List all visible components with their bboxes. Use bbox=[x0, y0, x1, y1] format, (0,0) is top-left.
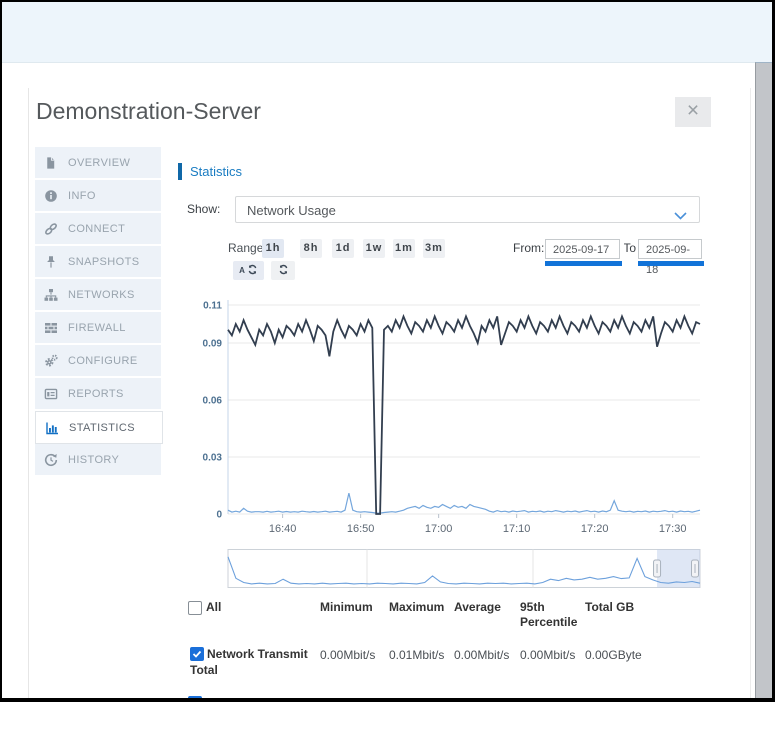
sidebar-item-snapshots[interactable]: SNAPSHOTS bbox=[35, 246, 161, 277]
metric-select[interactable]: Network Usage bbox=[235, 196, 700, 223]
series-light bbox=[227, 492, 701, 514]
to-date-input[interactable]: 2025-09-18 bbox=[638, 239, 702, 276]
cell-value: 0.00Mbit/s bbox=[320, 648, 376, 662]
range-button-1h[interactable]: 1h bbox=[262, 239, 284, 258]
sidebar-item-label: OVERVIEW bbox=[68, 156, 131, 169]
svg-text:0.11: 0.11 bbox=[203, 301, 222, 312]
svg-text:0.06: 0.06 bbox=[203, 396, 223, 407]
window-frame bbox=[0, 698, 775, 702]
sidebar-item-label: STATISTICS bbox=[69, 421, 135, 434]
table-row: Network Transmit Total bbox=[190, 646, 312, 678]
sidebar-item-label: FIREWALL bbox=[68, 321, 126, 334]
column-header: Average bbox=[454, 600, 501, 614]
range-button-1m[interactable]: 1m bbox=[393, 239, 415, 258]
sidebar-item-label: INFO bbox=[68, 189, 96, 202]
column-header: Total GB bbox=[585, 600, 635, 614]
range-button-1w[interactable]: 1w bbox=[363, 239, 385, 258]
range-button-8h[interactable]: 8h bbox=[300, 239, 322, 258]
metric-select-value: Network Usage bbox=[247, 203, 336, 218]
window-frame bbox=[0, 0, 2, 702]
svg-text:16:40: 16:40 bbox=[269, 523, 297, 535]
navigator-series bbox=[227, 556, 701, 585]
sidebar-item-reports[interactable]: REPORTS bbox=[35, 378, 161, 409]
refresh-icon bbox=[247, 262, 258, 280]
show-label: Show: bbox=[187, 202, 221, 216]
gears-icon bbox=[44, 354, 60, 368]
page-title: Demonstration-Server bbox=[36, 98, 261, 124]
auto-refresh-label: A bbox=[239, 266, 245, 275]
page-scrollbar[interactable] bbox=[755, 62, 773, 699]
series-dark bbox=[227, 313, 701, 515]
auto-refresh-button[interactable]: A bbox=[233, 261, 264, 280]
row-label: Network Transmit Total bbox=[190, 647, 308, 677]
range-button-3m[interactable]: 3m bbox=[423, 239, 445, 258]
modal-right-border bbox=[750, 88, 751, 698]
column-header: Maximum bbox=[389, 600, 445, 614]
top-banner bbox=[2, 2, 773, 63]
history-icon bbox=[44, 453, 60, 467]
sidebar-item-connect[interactable]: CONNECT bbox=[35, 213, 161, 244]
close-button[interactable]: × bbox=[675, 97, 711, 127]
svg-text:17:10: 17:10 bbox=[503, 523, 531, 535]
range-button-1d[interactable]: 1d bbox=[332, 239, 354, 258]
from-date-underline bbox=[545, 261, 622, 266]
select-all-checkbox[interactable] bbox=[188, 601, 202, 615]
window-frame bbox=[0, 0, 775, 2]
report-icon bbox=[44, 387, 60, 401]
refresh-icon bbox=[278, 262, 289, 280]
sidebar-item-overview[interactable]: OVERVIEW bbox=[35, 147, 161, 178]
column-header: Minimum bbox=[320, 600, 373, 614]
svg-text:17:00: 17:00 bbox=[425, 523, 453, 535]
sidebar-item-label: CONFIGURE bbox=[68, 354, 138, 367]
svg-text:17:30: 17:30 bbox=[659, 523, 687, 535]
svg-text:0.09: 0.09 bbox=[203, 339, 223, 350]
cell-value: 0.01Mbit/s bbox=[389, 648, 445, 662]
svg-text:0.03: 0.03 bbox=[203, 453, 223, 464]
sidebar-item-label: HISTORY bbox=[68, 453, 120, 466]
row-checkbox[interactable] bbox=[190, 647, 204, 661]
column-header: 95th Percentile bbox=[520, 600, 578, 629]
link-icon bbox=[44, 222, 60, 236]
from-date-input[interactable]: 2025-09-17 bbox=[545, 239, 620, 259]
to-date-underline bbox=[638, 261, 704, 266]
sidebar-item-firewall[interactable]: FIREWALL bbox=[35, 312, 161, 343]
sidebar-item-label: CONNECT bbox=[68, 222, 126, 235]
statistics-chart: 0 0.03 0.06 0.09 0.11 16:40 16:50 17:00 17:10 17:… bbox=[203, 300, 701, 535]
close-icon: × bbox=[686, 99, 700, 122]
pin-icon bbox=[44, 255, 60, 269]
sidebar-item-label: NETWORKS bbox=[68, 288, 135, 301]
sidebar-item-history[interactable]: HISTORY bbox=[35, 444, 161, 475]
cell-value: 0.00Mbit/s bbox=[454, 648, 510, 662]
svg-text:16:50: 16:50 bbox=[347, 523, 375, 535]
cell-value: 0.00Mbit/s bbox=[520, 648, 576, 662]
sidebar-item-info[interactable]: INFO bbox=[35, 180, 161, 211]
firewall-icon bbox=[44, 321, 60, 335]
range-label: Range: bbox=[228, 241, 267, 255]
section-accent-bar bbox=[178, 163, 182, 180]
sidebar-item-configure[interactable]: CONFIGURE bbox=[35, 345, 161, 376]
file-icon bbox=[44, 156, 60, 170]
browser-window: Demonstration-Server × OVERVIEW INFO CONNE… bbox=[0, 0, 775, 702]
sitemap-icon bbox=[44, 288, 60, 302]
sidebar-item-statistics[interactable]: STATISTICS bbox=[35, 411, 163, 444]
svg-text:17:20: 17:20 bbox=[581, 523, 609, 535]
chevron-down-icon bbox=[674, 207, 687, 225]
from-label: From: bbox=[513, 241, 545, 255]
bar-chart-icon bbox=[45, 421, 61, 435]
svg-text:0: 0 bbox=[216, 510, 222, 521]
window-frame bbox=[772, 0, 775, 702]
modal-left-border bbox=[28, 88, 29, 698]
cell-value: 0.00GByte bbox=[585, 648, 642, 662]
sidebar-item-label: REPORTS bbox=[68, 387, 124, 400]
section-title: Statistics bbox=[190, 164, 243, 179]
sidebar-item-label: SNAPSHOTS bbox=[68, 255, 140, 268]
info-icon bbox=[44, 189, 60, 203]
select-all-label: All bbox=[206, 600, 222, 614]
to-label: To: bbox=[624, 241, 636, 255]
sidebar-item-networks[interactable]: NETWORKS bbox=[35, 279, 161, 310]
chart-navigator[interactable] bbox=[196, 549, 706, 589]
refresh-button[interactable] bbox=[271, 261, 295, 280]
